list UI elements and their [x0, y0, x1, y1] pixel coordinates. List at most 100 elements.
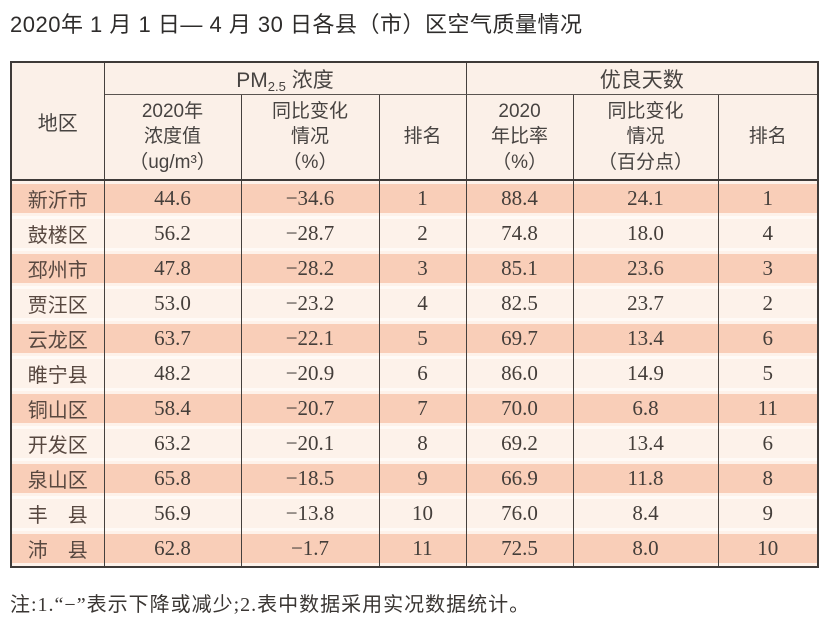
air-quality-table: 地区 PM2.5 浓度 优良天数 2020年 浓度值 （ug/m³） 同比变化 … — [10, 61, 820, 568]
cell-good-rank: 9 — [717, 496, 819, 531]
cell-good-rank: 6 — [717, 321, 819, 356]
cell-pm-rank: 6 — [378, 356, 467, 391]
cell-good-rate: 74.8 — [465, 216, 574, 251]
cell-pm-rank: 11 — [378, 531, 467, 567]
cell-good-rank: 3 — [717, 251, 819, 286]
cell-pm-rank: 8 — [378, 426, 467, 461]
cell-good-rank: 11 — [717, 391, 819, 426]
cell-pm-value: 56.2 — [103, 216, 242, 251]
cell-good-rate: 76.0 — [465, 496, 574, 531]
cell-pm-value: 48.2 — [103, 356, 242, 391]
pm25-label-prefix: PM — [236, 68, 268, 92]
table-row: 邳州市 47.8 −28.2 3 85.1 23.6 3 — [10, 251, 819, 286]
cell-region: 贾汪区 — [10, 286, 105, 321]
cell-pm-rank: 3 — [378, 251, 467, 286]
header-group-good-days: 优良天数 — [465, 62, 819, 95]
cell-good-change: 11.8 — [572, 461, 719, 496]
cell-good-rank: 2 — [717, 286, 819, 321]
cell-pm-rank: 5 — [378, 321, 467, 356]
cell-pm-change: −13.8 — [240, 496, 380, 531]
cell-good-rate: 72.5 — [465, 531, 574, 567]
cell-pm-value: 62.8 — [103, 531, 242, 567]
cell-pm-value: 56.9 — [103, 496, 242, 531]
cell-good-rank: 6 — [717, 426, 819, 461]
cell-region: 睢宁县 — [10, 356, 105, 391]
cell-good-rate: 70.0 — [465, 391, 574, 426]
subheader-good-change: 同比变化 情况 （百分点） — [572, 94, 719, 181]
cell-pm-value: 44.6 — [103, 180, 242, 216]
cell-pm-change: −22.1 — [240, 321, 380, 356]
cell-pm-value: 53.0 — [103, 286, 242, 321]
table-row: 贾汪区 53.0 −23.2 4 82.5 23.7 2 — [10, 286, 819, 321]
cell-pm-value: 58.4 — [103, 391, 242, 426]
cell-pm-rank: 2 — [378, 216, 467, 251]
cell-pm-change: −28.7 — [240, 216, 380, 251]
cell-good-rate: 69.7 — [465, 321, 574, 356]
cell-good-change: 13.4 — [572, 426, 719, 461]
cell-good-change: 8.0 — [572, 531, 719, 567]
header-group-pm25: PM2.5 浓度 — [103, 62, 467, 95]
cell-good-rank: 10 — [717, 531, 819, 567]
cell-region: 云龙区 — [10, 321, 105, 356]
table-row: 开发区 63.2 −20.1 8 69.2 13.4 6 — [10, 426, 819, 461]
cell-good-rate: 82.5 — [465, 286, 574, 321]
cell-pm-change: −1.7 — [240, 531, 380, 567]
table-row: 鼓楼区 56.2 −28.7 2 74.8 18.0 4 — [10, 216, 819, 251]
cell-good-rank: 8 — [717, 461, 819, 496]
cell-pm-change: −18.5 — [240, 461, 380, 496]
cell-pm-value: 63.2 — [103, 426, 242, 461]
cell-region: 鼓楼区 — [10, 216, 105, 251]
cell-good-change: 8.4 — [572, 496, 719, 531]
cell-region: 邳州市 — [10, 251, 105, 286]
cell-region: 泉山区 — [10, 461, 105, 496]
cell-good-rank: 1 — [717, 180, 819, 216]
cell-pm-change: −20.9 — [240, 356, 380, 391]
cell-pm-change: −20.1 — [240, 426, 380, 461]
footnote: 注:1.“−”表示下降或减少;2.表中数据采用实况数据统计。 — [10, 594, 531, 616]
cell-good-change: 24.1 — [572, 180, 719, 216]
pm25-label-suffix: 浓度 — [285, 68, 334, 92]
cell-good-change: 6.8 — [572, 391, 719, 426]
cell-region: 丰 县 — [10, 496, 105, 531]
cell-region: 铜山区 — [10, 391, 105, 426]
cell-good-rate: 66.9 — [465, 461, 574, 496]
cell-pm-rank: 10 — [378, 496, 467, 531]
header-group-row: 地区 PM2.5 浓度 优良天数 — [10, 62, 819, 181]
cell-good-rank: 4 — [717, 216, 819, 251]
subheader-pm-change: 同比变化 情况 （%） — [240, 94, 380, 181]
cell-pm-value: 63.7 — [103, 321, 242, 356]
cell-good-change: 14.9 — [572, 356, 719, 391]
cell-pm-value: 47.8 — [103, 251, 242, 286]
cell-pm-rank: 9 — [378, 461, 467, 496]
cell-good-change: 13.4 — [572, 321, 719, 356]
table-row: 睢宁县 48.2 −20.9 6 86.0 14.9 5 — [10, 356, 819, 391]
cell-pm-value: 65.8 — [103, 461, 242, 496]
cell-region: 沛 县 — [10, 531, 105, 567]
cell-good-change: 23.7 — [572, 286, 719, 321]
header-region: 地区 — [10, 62, 105, 181]
cell-pm-change: −34.6 — [240, 180, 380, 216]
table-row: 沛 县 62.8 −1.7 11 72.5 8.0 10 — [10, 531, 819, 567]
table-body: 新沂市 44.6 −34.6 1 88.4 24.1 1 鼓楼区 56.2 −28.7 2 74.8 1… — [10, 180, 819, 567]
table-row: 新沂市 44.6 −34.6 1 88.4 24.1 1 — [10, 180, 819, 216]
cell-region: 新沂市 — [10, 180, 105, 216]
subheader-pm-rank: 排名 — [378, 94, 467, 181]
subheader-pm-value: 2020年 浓度值 （ug/m³） — [103, 94, 242, 181]
table-row: 云龙区 63.7 −22.1 5 69.7 13.4 6 — [10, 321, 819, 356]
cell-good-change: 18.0 — [572, 216, 719, 251]
cell-good-rate: 86.0 — [465, 356, 574, 391]
header-sub-row: 2020年 浓度值 （ug/m³） 同比变化 情况 （%） 排名 2020 年比… — [11, 94, 819, 181]
cell-good-change: 23.6 — [572, 251, 719, 286]
cell-good-rate: 69.2 — [465, 426, 574, 461]
subheader-good-rate: 2020 年比率 （%） — [465, 94, 574, 181]
page-title: 2020年 1 月 1 日— 4 月 30 日各县（市）区空气质量情况 — [10, 12, 583, 37]
table-header: 地区 PM2.5 浓度 优良天数 2020年 浓度值 （ug/m³） 同比变化 … — [10, 62, 819, 181]
pm25-label-subscript: 2.5 — [267, 78, 286, 94]
cell-pm-change: −20.7 — [240, 391, 380, 426]
cell-good-rate: 85.1 — [465, 251, 574, 286]
cell-pm-rank: 4 — [378, 286, 467, 321]
cell-region: 开发区 — [10, 426, 105, 461]
cell-pm-rank: 7 — [378, 391, 467, 426]
cell-pm-rank: 1 — [378, 180, 467, 216]
